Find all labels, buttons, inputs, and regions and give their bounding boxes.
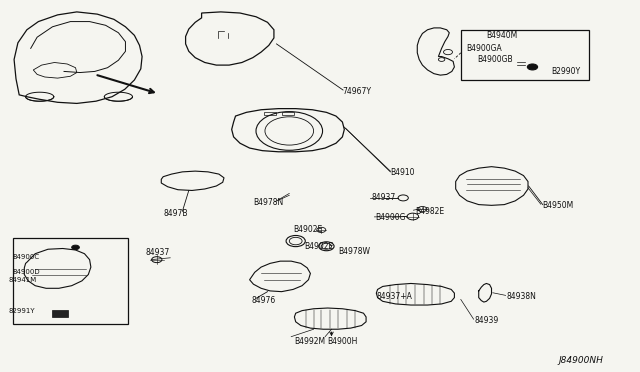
Text: B4900GB: B4900GB <box>477 55 513 64</box>
Text: 74967Y: 74967Y <box>342 87 371 96</box>
Text: 84938N: 84938N <box>506 292 536 301</box>
Text: 82991Y: 82991Y <box>8 308 35 314</box>
Bar <box>282 112 294 115</box>
Text: 84937: 84937 <box>145 248 170 257</box>
Text: B4902E: B4902E <box>305 242 334 251</box>
Text: 84941M: 84941M <box>8 277 36 283</box>
Text: B4992M: B4992M <box>294 337 325 346</box>
Text: B4910: B4910 <box>390 169 415 177</box>
Text: B4900H: B4900H <box>327 337 357 346</box>
Text: B4982E: B4982E <box>415 207 445 216</box>
Circle shape <box>72 245 79 250</box>
Text: B2990Y: B2990Y <box>552 67 581 76</box>
Bar <box>264 112 276 115</box>
Text: 84939: 84939 <box>474 316 499 325</box>
Text: 84900C: 84900C <box>13 254 40 260</box>
Text: B4900GA: B4900GA <box>466 44 502 53</box>
Text: B4940M: B4940M <box>486 31 518 40</box>
Text: 8497B: 8497B <box>164 209 188 218</box>
Text: B4900G: B4900G <box>376 213 406 222</box>
Text: J84900NH: J84900NH <box>558 356 603 365</box>
Text: 84976: 84976 <box>252 296 276 305</box>
Circle shape <box>527 64 538 70</box>
Text: 84937: 84937 <box>371 193 396 202</box>
Text: B4978N: B4978N <box>253 198 283 207</box>
Bar <box>461 30 589 80</box>
Text: B4902E: B4902E <box>293 225 323 234</box>
Text: 84900D: 84900D <box>13 269 40 275</box>
Text: B4978W: B4978W <box>338 247 370 256</box>
Text: 84937+A: 84937+A <box>376 292 412 301</box>
Text: B4950M: B4950M <box>543 201 574 210</box>
Bar <box>13 238 128 324</box>
Bar <box>52 310 68 317</box>
